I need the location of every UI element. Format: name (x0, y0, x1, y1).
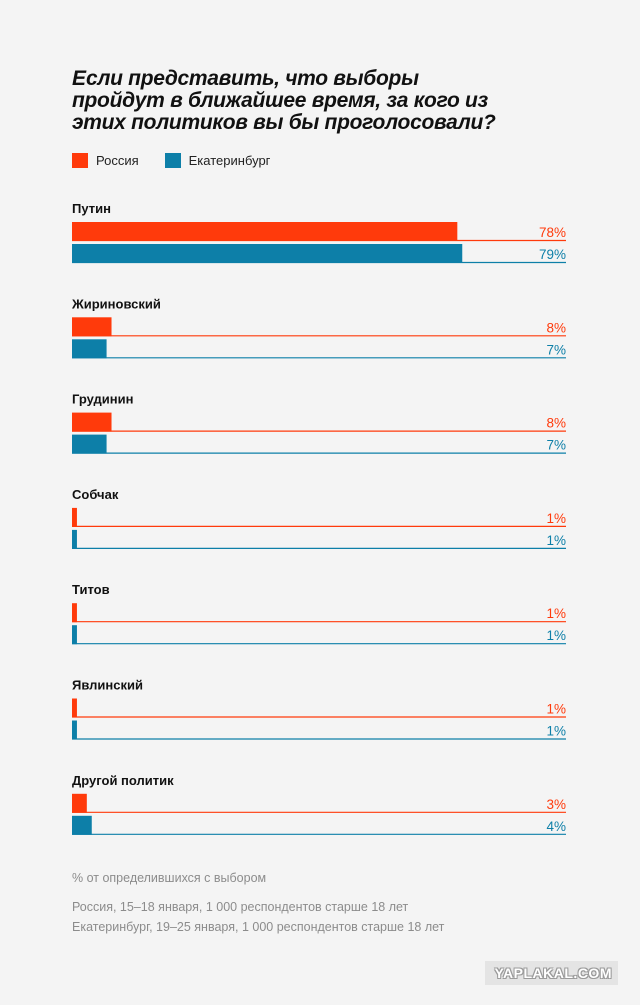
value-label: 1% (546, 606, 566, 621)
bar (72, 222, 458, 241)
category-label: Путин (72, 201, 111, 216)
value-label: 79% (539, 247, 566, 262)
category-label: Явлинский (72, 678, 143, 693)
category-label: Титов (72, 582, 110, 597)
legend-swatch-russia (72, 153, 88, 168)
value-label: 8% (546, 416, 566, 431)
value-label: 7% (546, 438, 566, 453)
value-label: 4% (546, 819, 566, 834)
value-label: 1% (546, 533, 566, 548)
bar (72, 603, 77, 623)
value-label: 7% (546, 342, 566, 357)
category-label: Жириновский (71, 296, 161, 311)
bar (72, 507, 77, 527)
bar (72, 434, 107, 454)
footer-source-ekaterinburg: Екатеринбург, 19–25 января, 1 000 респон… (72, 920, 445, 934)
value-label: 1% (546, 511, 566, 526)
bar (72, 339, 107, 359)
bar (72, 720, 77, 740)
legend-item-ekaterinburg: Екатеринбург (164, 153, 271, 168)
value-label: 78% (539, 225, 566, 240)
value-label: 1% (546, 724, 566, 739)
value-label: 3% (546, 797, 566, 812)
bar (72, 815, 92, 835)
bar (72, 412, 112, 432)
legend-swatch-ekaterinburg (164, 153, 181, 168)
bar-chart: Путин 78% 79% Жириновский 8% 7% Грудинин 8% 7% Со… (71, 201, 566, 835)
legend-label-russia: Россия (96, 153, 139, 168)
watermark-logo: YAPLAKAL.COM (484, 961, 618, 985)
category-label: Собчак (72, 487, 119, 502)
category-label: Другой политик (72, 773, 174, 788)
bar (72, 793, 87, 813)
bar (72, 244, 463, 263)
legend-label-ekaterinburg: Екатеринбург (188, 153, 271, 168)
category-label: Грудинин (72, 392, 134, 407)
footer-note: % от определившихся с выбором (72, 871, 267, 885)
footer-source-russia: Россия, 15–18 января, 1 000 респондентов… (72, 900, 409, 914)
bar (72, 317, 112, 337)
bar (72, 698, 77, 718)
value-label: 1% (546, 702, 566, 717)
legend-item-russia: Россия (72, 153, 139, 168)
bar (72, 529, 77, 549)
value-label: 1% (546, 628, 566, 643)
legend: Россия Екатеринбург (72, 153, 296, 168)
value-label: 8% (546, 320, 566, 335)
chart-title: Если представить, что выборы пройдут в б… (72, 67, 496, 134)
bar (72, 625, 77, 645)
